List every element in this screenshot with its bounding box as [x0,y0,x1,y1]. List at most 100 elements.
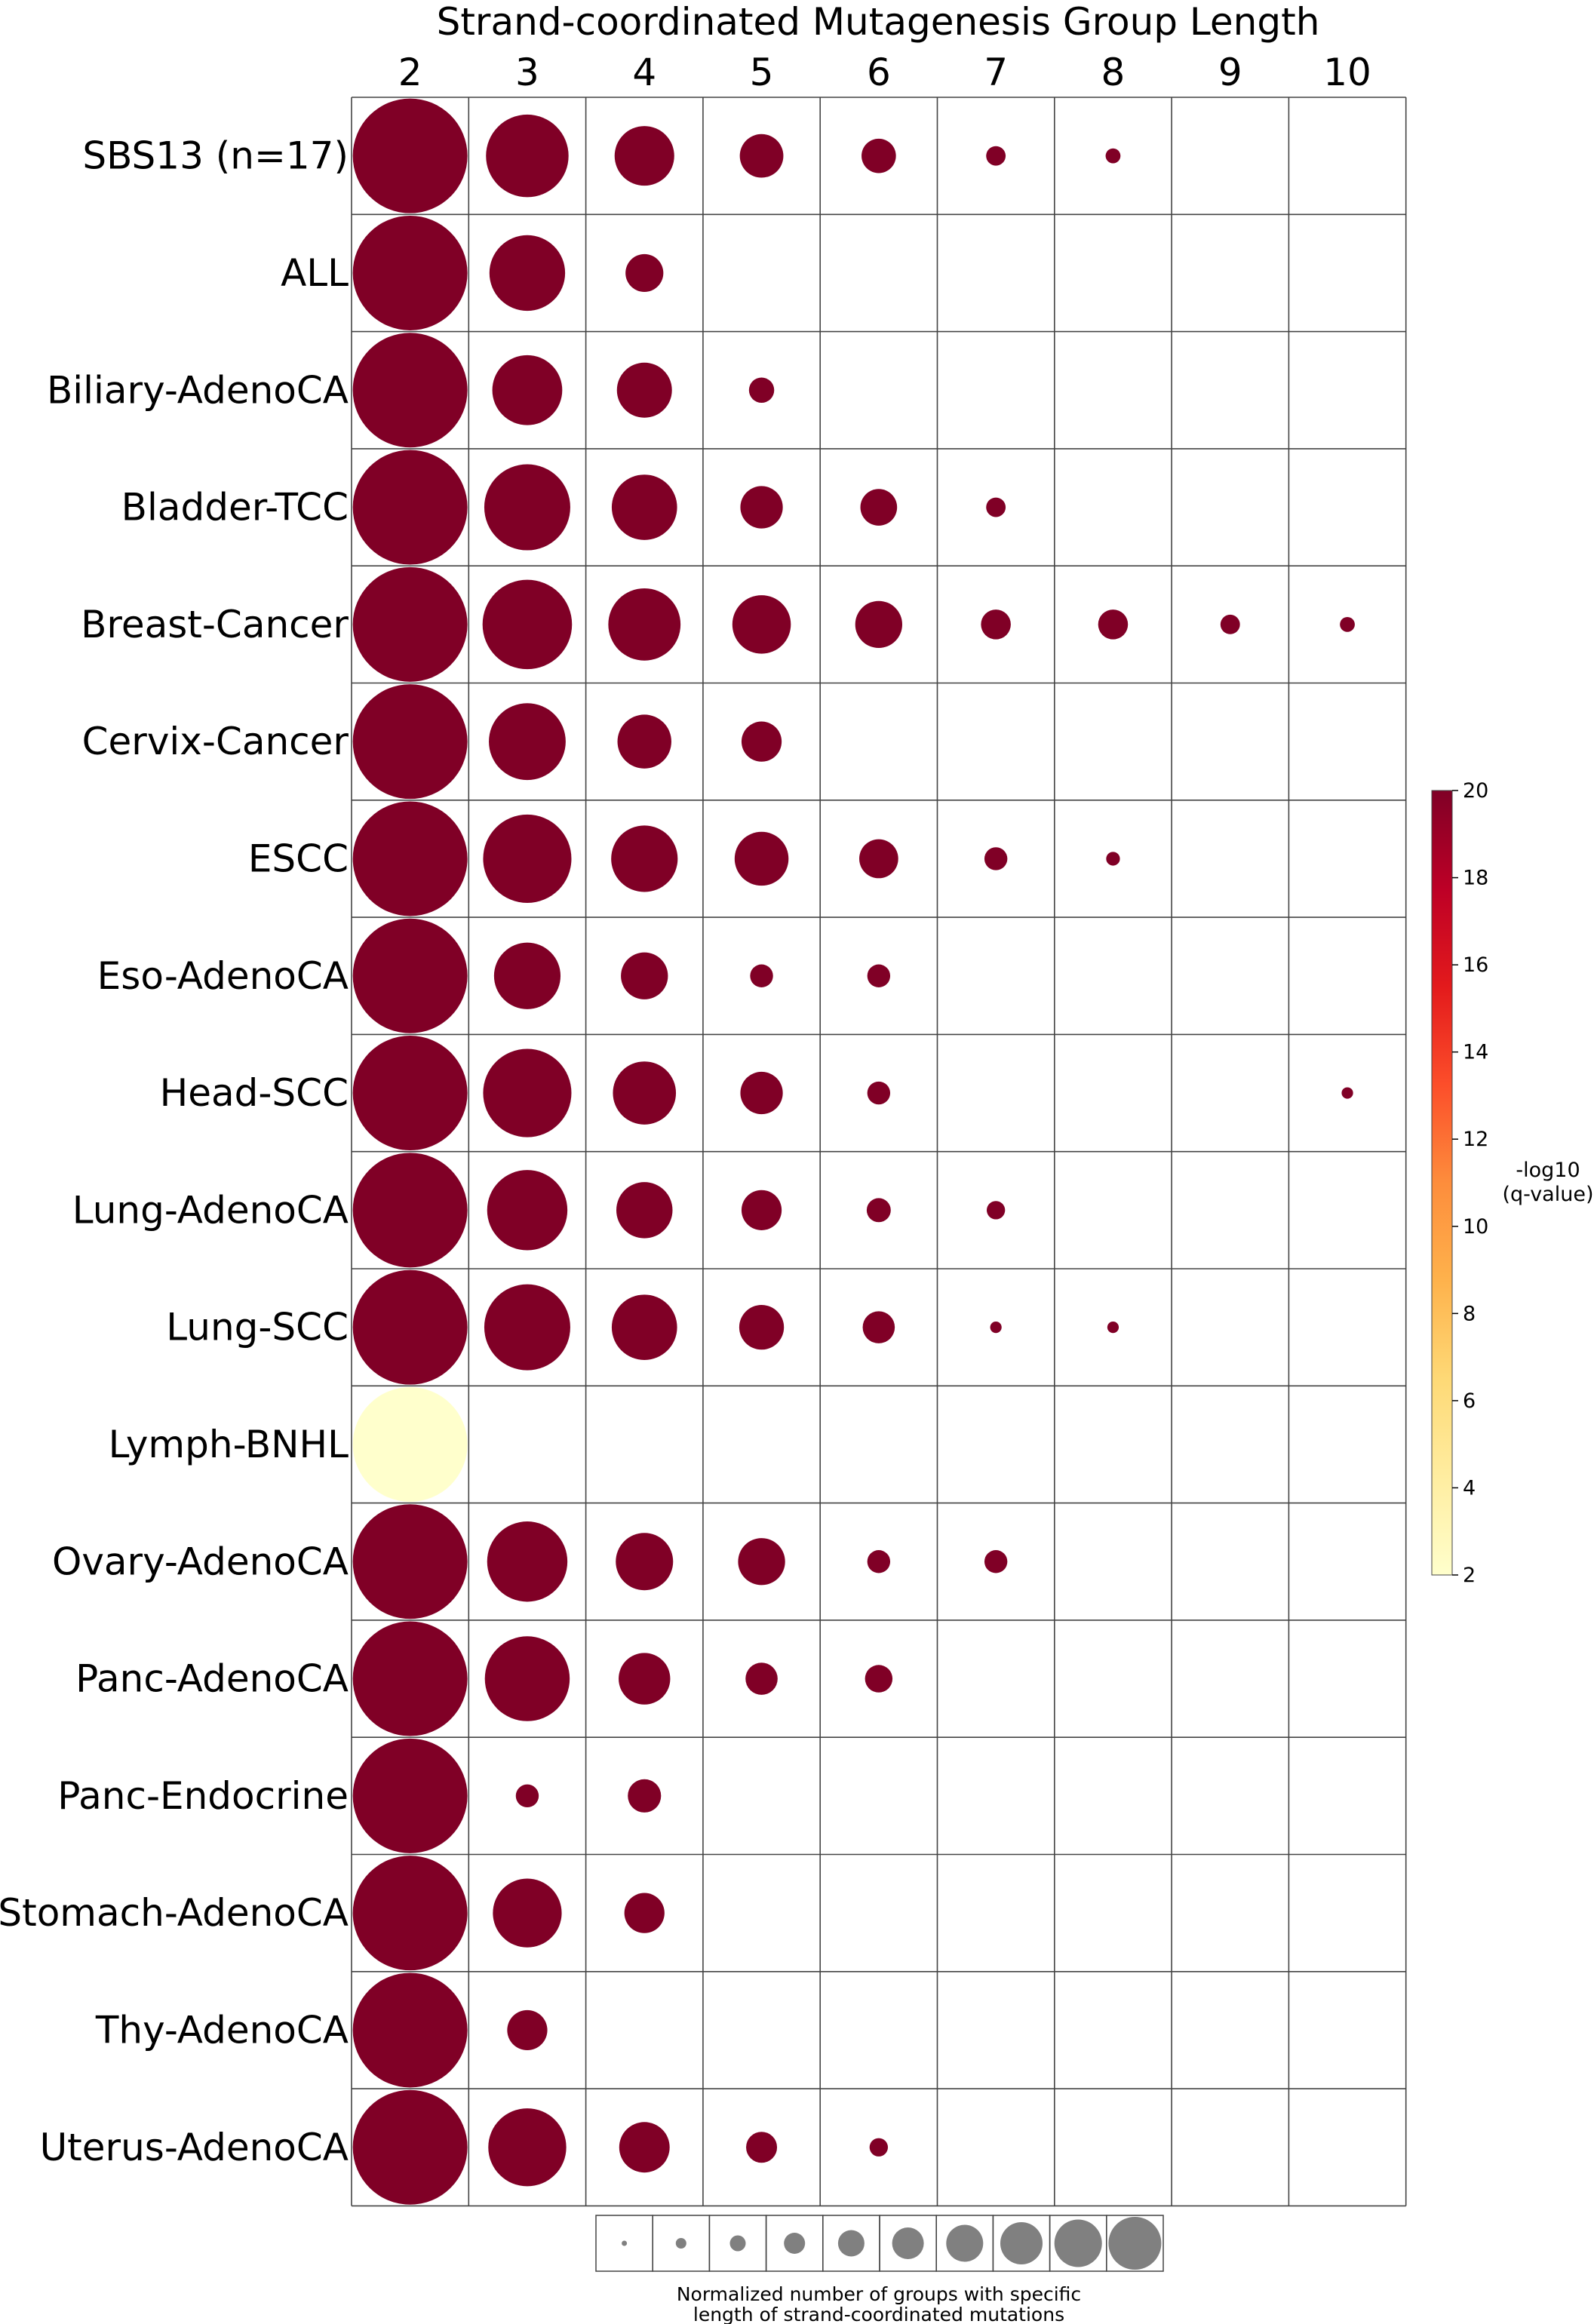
row-label: Uterus-AdenoCA [40,2126,349,2169]
bubble [746,2132,778,2163]
colorbar-tick-label: 6 [1463,1389,1476,1413]
bubble [352,918,468,1033]
bubble [608,588,681,661]
colorbar-tick-label: 8 [1463,1302,1476,1325]
bubble [986,1201,1006,1220]
column-labels: 2 3 4 5 6 7 8 9 10 [398,51,1371,94]
bubble [483,1048,572,1137]
colorbar-ticks: 2 4 6 8 10 12 14 16 18 20 [1452,779,1488,1587]
size-legend-bubble [622,2240,628,2246]
bubble [487,1170,568,1251]
bubble [486,114,569,198]
bubble [621,952,668,999]
bubble [867,964,891,987]
bubble [748,377,775,403]
bubble [616,1182,673,1239]
bubble [1106,852,1120,866]
size-legend-bubble [1054,2219,1102,2267]
bubble [619,1653,671,1705]
bubble [352,333,468,448]
bubble [861,138,896,173]
chart-title: Strand-coordinated Mutagenesis Group Len… [437,0,1320,44]
colorbar-tick-label: 16 [1463,953,1488,977]
bubble [741,721,782,762]
bubble [352,1386,468,1502]
size-legend-caption-line1: Normalized number of groups with specifi… [677,2283,1081,2305]
column-label: 4 [632,51,656,94]
bubble [986,146,1006,166]
row-labels: SBS13 (n=17) ALL Biliary-AdenoCA Bladder-TC… [0,134,349,2169]
size-legend-cell [1106,2215,1164,2272]
bubble [611,825,678,892]
row-label: ESCC [248,837,349,880]
bubble [750,964,773,987]
bubble [740,486,783,529]
bubble [738,1538,785,1586]
bubbles [352,98,1355,2205]
bubble [745,1662,778,1695]
bubble [484,1284,570,1371]
row-label: Lung-AdenoCA [72,1188,349,1232]
colorbar-title-line2: (q-value) [1503,1183,1594,1206]
colorbar-tick-label: 18 [1463,867,1488,890]
row-label: Bladder-TCC [121,486,349,530]
bubble [352,450,468,565]
bubble [740,1071,783,1115]
bubble [352,566,468,682]
size-legend-bubble [1000,2222,1043,2264]
bubble [489,235,566,312]
bubble [859,839,898,879]
size-legend-bubble [675,2238,686,2249]
column-label: 5 [750,51,774,94]
bubble [492,355,563,425]
bubble [352,1738,468,1853]
bubble [866,1198,891,1223]
size-legend-bubble [946,2224,984,2262]
bubble [1341,1087,1353,1099]
row-label: Head-SCC [160,1071,349,1115]
colorbar-tick-label: 12 [1463,1128,1488,1151]
size-legend-bubble [892,2227,924,2259]
row-label: Lung-SCC [166,1306,349,1349]
bubble [613,1061,677,1125]
colorbar-tick-label: 14 [1463,1041,1488,1064]
bubble [617,714,671,769]
bubble [855,600,903,649]
bubble [628,1779,662,1813]
bubble [614,126,674,186]
bubble [741,1190,782,1230]
size-legend-bubble [837,2230,865,2257]
column-label: 6 [867,51,891,94]
colorbar-tick-label: 10 [1463,1215,1488,1239]
bubble [483,814,572,903]
bubble [482,579,573,670]
bubble [352,1504,468,1619]
bubble [507,2009,548,2051]
bubble [625,253,664,293]
bubble [515,1784,539,1808]
bubble [990,1322,1002,1334]
bubble [616,362,672,418]
bubble [484,1636,570,1721]
bubble [1107,1322,1119,1334]
bubble [865,1665,893,1693]
size-legend-bubble [784,2233,806,2254]
bubble [619,2122,670,2173]
bubble [867,1081,891,1105]
bubble [611,474,677,540]
colorbar-title-line1: -log10 [1516,1159,1580,1182]
size-legend-bubble [729,2235,746,2252]
bubble [493,1878,562,1948]
bubble [616,1533,674,1591]
colorbar: 2 4 6 8 10 12 14 16 18 20 -log10 (q-value) [1431,779,1594,1587]
bubble [352,801,468,916]
colorbar-tick-label: 2 [1463,1564,1476,1587]
column-label: 3 [515,51,539,94]
row-label: Breast-Cancer [81,603,349,646]
bubble [611,1294,677,1360]
bubble [352,1972,468,2088]
bubble [352,215,468,330]
bubble [984,847,1008,870]
size-legend [595,2215,1164,2272]
